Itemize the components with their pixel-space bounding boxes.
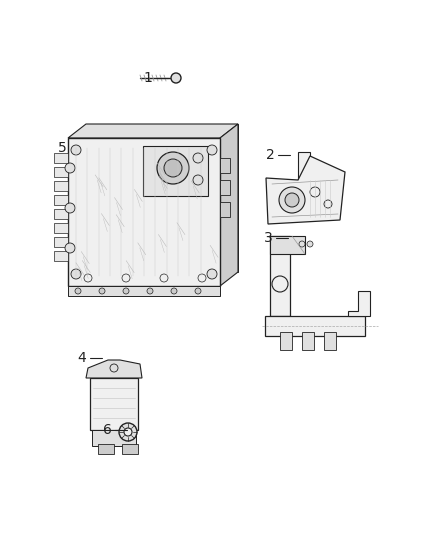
Circle shape (147, 288, 153, 294)
Circle shape (171, 73, 181, 83)
Bar (54, 181, 68, 191)
Bar (54, 251, 68, 261)
Circle shape (160, 274, 168, 282)
Bar (220, 202, 230, 217)
Circle shape (84, 274, 92, 282)
Text: 2: 2 (265, 148, 274, 162)
Circle shape (110, 364, 118, 372)
Bar (54, 167, 68, 177)
Text: 4: 4 (78, 351, 86, 365)
Circle shape (157, 152, 189, 184)
Circle shape (207, 269, 217, 279)
Bar (54, 223, 68, 233)
Bar (302, 332, 314, 350)
Polygon shape (68, 138, 220, 286)
Bar (143, 146, 208, 196)
Polygon shape (86, 360, 142, 378)
Circle shape (122, 274, 130, 282)
Polygon shape (86, 124, 238, 272)
Polygon shape (68, 124, 238, 138)
Bar (54, 209, 68, 219)
Circle shape (65, 243, 75, 253)
Bar (92, 430, 136, 446)
Circle shape (65, 203, 75, 213)
Circle shape (193, 153, 203, 163)
Text: 3: 3 (264, 231, 272, 245)
Polygon shape (298, 152, 310, 180)
Circle shape (71, 145, 81, 155)
Circle shape (193, 175, 203, 185)
Bar (220, 180, 230, 195)
Circle shape (285, 193, 299, 207)
Bar (220, 158, 230, 173)
Circle shape (119, 423, 137, 441)
Circle shape (307, 241, 313, 247)
Bar (324, 332, 336, 350)
Bar (122, 444, 138, 454)
Circle shape (164, 159, 182, 177)
Bar (98, 444, 114, 454)
Circle shape (65, 163, 75, 173)
Bar (54, 237, 68, 247)
Text: 6: 6 (102, 423, 111, 437)
Polygon shape (348, 291, 370, 316)
Circle shape (124, 428, 132, 436)
Circle shape (198, 274, 206, 282)
Circle shape (324, 200, 332, 208)
Circle shape (279, 187, 305, 213)
Circle shape (123, 288, 129, 294)
Text: 1: 1 (144, 71, 152, 85)
Polygon shape (220, 124, 238, 286)
Bar (68, 286, 220, 296)
Circle shape (75, 288, 81, 294)
Circle shape (299, 241, 305, 247)
Bar (54, 195, 68, 205)
Polygon shape (266, 156, 345, 224)
Text: 5: 5 (58, 141, 67, 155)
Circle shape (272, 276, 288, 292)
Circle shape (195, 288, 201, 294)
Circle shape (207, 145, 217, 155)
Bar (280, 332, 292, 350)
Polygon shape (265, 316, 365, 336)
Bar (54, 153, 68, 163)
Bar (90, 378, 138, 430)
Bar (270, 236, 305, 254)
Circle shape (71, 269, 81, 279)
Circle shape (171, 288, 177, 294)
Circle shape (99, 288, 105, 294)
Circle shape (310, 187, 320, 197)
Polygon shape (270, 236, 290, 316)
